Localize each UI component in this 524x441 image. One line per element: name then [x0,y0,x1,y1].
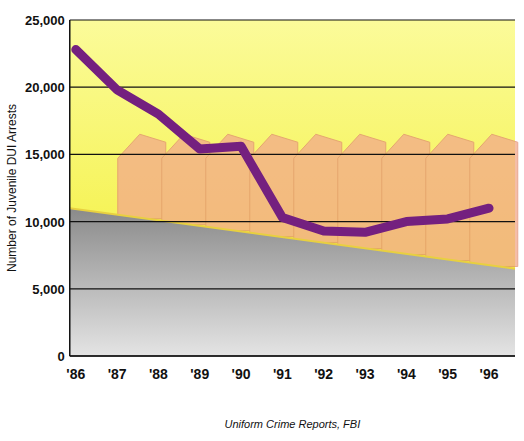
background-yellow [70,20,515,356]
y-tick-label: 25,000 [25,13,65,28]
decoration-house [426,134,474,260]
data-line [76,50,489,233]
x-tick-label: '93 [356,366,375,382]
x-tick-label: '90 [232,366,251,382]
y-axis-title: Number of Juvenile DUI Arrests [5,104,19,272]
x-tick-label: '92 [314,366,333,382]
y-tick-label: 15,000 [25,147,65,162]
grid-line [70,87,515,88]
grid-line [70,288,515,289]
x-tick-label: '94 [397,366,416,382]
x-tick-label: '95 [438,366,457,382]
y-tick-label: 10,000 [25,215,65,230]
x-tick-label: '86 [66,366,85,382]
chart-svg: 0 5,000 10,000 15,000 20,000 25,000 '86 '87 '88 '… [0,0,524,441]
plot-area [76,50,489,233]
y-tick-label: 20,000 [25,80,65,95]
y-tick-label: 5,000 [32,282,65,297]
x-tick-label: '96 [480,366,499,382]
decoration-house [382,134,430,254]
grid-line [70,19,515,20]
grid-line [70,154,515,155]
x-tick-label: '89 [190,366,209,382]
x-tick-label: '88 [149,366,168,382]
chart-container: 0 5,000 10,000 15,000 20,000 25,000 '86 '87 '88 '… [0,0,524,441]
y-tick-label: 0 [58,349,65,364]
source-note: Uniform Crime Reports, FBI [225,418,361,430]
x-axis [70,355,515,357]
x-tick-label: '91 [273,366,292,382]
x-tick-label: '87 [108,366,127,382]
decoration-house [118,134,166,218]
background-gray [70,208,515,356]
y-axis [69,20,71,356]
grid-line [70,355,515,356]
